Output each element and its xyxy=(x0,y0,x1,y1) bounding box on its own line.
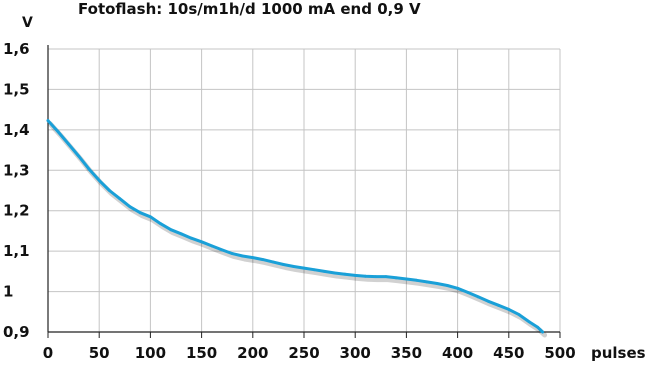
x-axis-unit-label: pulses xyxy=(591,344,646,362)
data-point xyxy=(292,265,296,268)
data-point xyxy=(394,276,398,280)
data-point xyxy=(323,269,326,273)
data-point xyxy=(169,228,173,232)
x-tick-label: 250 xyxy=(288,344,319,362)
data-point xyxy=(507,307,511,311)
x-tick-label: 500 xyxy=(544,344,575,362)
data-point xyxy=(343,272,347,276)
data-point xyxy=(384,275,388,279)
data-point xyxy=(108,189,111,192)
data-point xyxy=(189,236,193,240)
data-point xyxy=(210,244,214,248)
y-tick-labels: 1,6 1,5 1,4 1,3 1,2 1,1 1 0,9 xyxy=(3,40,30,341)
y-axis-unit-label: V xyxy=(22,15,33,31)
data-point xyxy=(374,275,378,279)
data-point xyxy=(466,290,470,294)
data-point xyxy=(179,232,183,236)
x-tick-label: 100 xyxy=(135,344,166,362)
series-group xyxy=(46,119,548,338)
data-point xyxy=(415,278,419,282)
data-point xyxy=(333,271,337,275)
chart-title: Fotoflash: 10s/m1h/d 1000 mA end 0,9 V xyxy=(78,0,421,18)
data-point xyxy=(541,330,544,334)
x-tick-labels: 0 50 100 150 200 250 300 350 400 450 500 xyxy=(43,344,576,362)
data-point xyxy=(118,197,122,200)
data-point xyxy=(97,178,101,182)
data-point xyxy=(527,320,531,324)
data-point xyxy=(312,268,316,272)
axes xyxy=(47,45,561,338)
x-tick-label: 150 xyxy=(186,344,217,362)
data-point xyxy=(220,248,224,252)
data-point xyxy=(87,167,91,171)
x-tick-label: 0 xyxy=(43,344,53,362)
data-point xyxy=(486,299,490,303)
data-point xyxy=(261,258,265,262)
data-point xyxy=(251,256,255,260)
data-point xyxy=(445,284,449,287)
data-point xyxy=(56,130,60,134)
data-point xyxy=(67,142,70,146)
y-tick-label: 1,2 xyxy=(3,202,30,220)
x-tick-label: 350 xyxy=(391,344,422,362)
y-tick-label: 1,4 xyxy=(3,121,30,139)
data-point xyxy=(435,282,439,285)
data-point xyxy=(405,277,408,281)
series-line-shadow xyxy=(47,121,548,338)
data-point xyxy=(364,274,367,278)
data-point xyxy=(230,252,234,255)
x-tick-label: 50 xyxy=(89,344,110,362)
y-tick-label: 1,6 xyxy=(3,40,30,58)
y-tick-label: 1 xyxy=(3,283,13,301)
x-tick-label: 450 xyxy=(493,344,524,362)
data-point xyxy=(138,211,142,215)
y-tick-label: 1,3 xyxy=(3,161,30,179)
data-point xyxy=(271,260,275,264)
data-point xyxy=(456,286,459,290)
x-tick-label: 300 xyxy=(340,344,371,362)
data-point xyxy=(46,119,50,122)
data-point xyxy=(77,154,81,158)
y-tick-label: 1,1 xyxy=(3,242,30,260)
data-point xyxy=(476,295,480,299)
data-point xyxy=(200,240,204,244)
y-tick-label: 0,9 xyxy=(3,323,30,341)
data-point xyxy=(302,266,306,270)
data-point xyxy=(159,222,163,226)
grid-lines xyxy=(48,48,561,332)
data-point xyxy=(425,280,429,284)
data-point xyxy=(128,205,132,209)
data-point xyxy=(149,215,152,219)
data-point xyxy=(353,274,357,277)
data-point xyxy=(282,263,285,266)
data-point xyxy=(517,313,521,317)
data-point xyxy=(536,325,539,329)
data-point xyxy=(241,254,244,258)
data-point xyxy=(497,303,500,307)
x-tick-label: 200 xyxy=(237,344,268,362)
y-tick-label: 1,5 xyxy=(3,80,30,98)
series-line xyxy=(46,119,545,334)
x-tick-label: 400 xyxy=(442,344,473,362)
